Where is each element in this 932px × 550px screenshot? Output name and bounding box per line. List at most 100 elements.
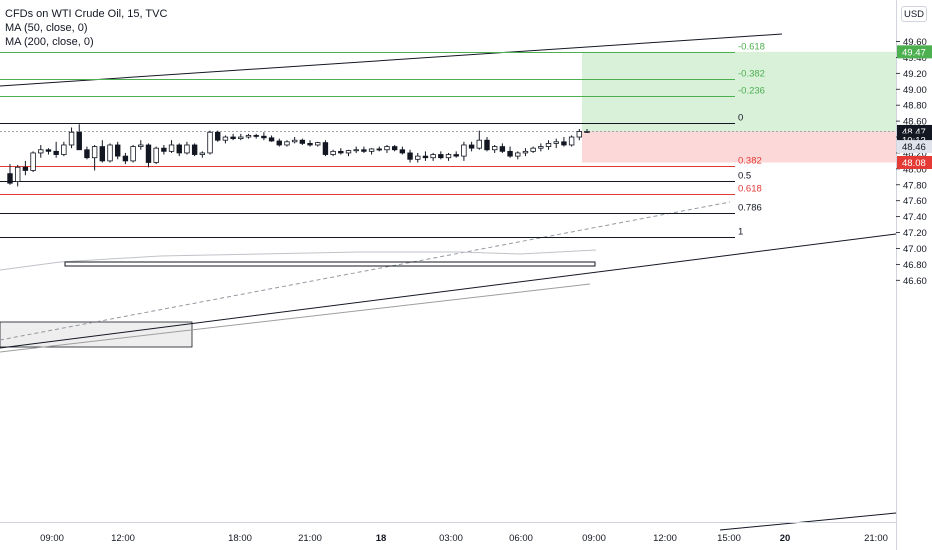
candle-body-45 (353, 149, 359, 152)
candle-body-30 (238, 136, 244, 140)
candle-49 (384, 144, 390, 153)
price-tick-7: 48.20 (903, 148, 927, 159)
price-tick-15: 46.60 (903, 276, 927, 287)
candle-body-43 (338, 150, 344, 154)
candle-27 (215, 130, 221, 142)
candle-body-34 (268, 137, 275, 142)
candle-13 (107, 143, 113, 163)
price-tick-14: 46.80 (903, 260, 927, 271)
price-tick-5: 48.60 (903, 117, 927, 128)
candle-body-0 (7, 173, 13, 184)
legend-ma200[interactable]: MA (200, close, 0) (5, 36, 94, 48)
candle-body-24 (191, 144, 198, 155)
candle-body-23 (184, 144, 190, 154)
candle-body-67 (522, 150, 529, 154)
candle-body-29 (230, 136, 236, 140)
price-tag-bg-4 (897, 155, 932, 169)
candle-75 (584, 129, 590, 134)
candle-body-27 (215, 131, 221, 141)
candle-body-6 (53, 150, 59, 155)
price-tick-10: 47.60 (903, 196, 927, 207)
candle-1 (14, 164, 21, 187)
price-tag-4: 48.08 (897, 155, 932, 169)
candle-body-75 (584, 131, 590, 133)
time-tick-3: 21:00 (298, 533, 322, 544)
candle-body-63 (491, 146, 498, 151)
candle-body-22 (176, 144, 182, 154)
time-axis[interactable]: 09:00 12:00 18:00 21:00 18 03:00 06:00 09:00 12:… (0, 522, 896, 545)
candle-30 (238, 133, 244, 141)
candle-57 (445, 152, 452, 161)
candle-body-60 (468, 144, 475, 149)
fib-label-7: 0.786 (738, 203, 762, 214)
candle-body-53 (415, 155, 421, 160)
candle-74 (576, 129, 583, 141)
candle-body-69 (538, 146, 544, 149)
candle-body-5 (45, 149, 52, 152)
price-tag-label-4: 48.08 (902, 158, 926, 169)
candle-body-62 (484, 139, 490, 151)
candle-body-4 (38, 149, 44, 154)
candle-62 (484, 137, 490, 152)
candle-body-15 (122, 155, 129, 162)
candle-59 (461, 141, 467, 161)
price-tick-11: 47.40 (903, 212, 927, 223)
candle-body-39 (307, 142, 313, 146)
price-tag-label-0: 49.47 (902, 47, 926, 58)
candle-11 (91, 144, 98, 171)
legend-ma50[interactable]: MA (50, close, 0) (5, 22, 88, 34)
time-tick-8: 12:00 (653, 533, 677, 544)
candle-body-61 (476, 139, 482, 149)
candle-body-1 (14, 166, 21, 182)
fib-label-3: 0 (738, 113, 743, 124)
currency-button[interactable]: USD (901, 6, 927, 22)
fib-label-8: 1 (738, 227, 743, 238)
candle-body-17 (138, 144, 144, 147)
candle-24 (191, 143, 198, 157)
fib-label-0: -0.618 (738, 42, 765, 53)
legend-title[interactable]: CFDs on WTI Crude Oil, 15, TVC (5, 8, 168, 20)
candle-40 (315, 141, 321, 147)
candle-body-7 (61, 144, 67, 155)
price-tick-4: 48.80 (903, 101, 927, 112)
time-tick-10: 20 (780, 533, 791, 544)
support-trendline (0, 233, 897, 349)
candle-body-48 (376, 148, 382, 151)
price-axis[interactable]: 49.6049.4049.2049.0048.8048.6048.4048.20… (896, 0, 927, 550)
candle-44 (345, 149, 352, 157)
time-tick-9: 15:00 (717, 533, 741, 544)
price-tag-label-3: 48.46 (902, 142, 926, 153)
upper-trendline (0, 33, 783, 87)
time-tick-0: 09:00 (40, 533, 64, 544)
candle-56 (438, 151, 444, 160)
time-tick-2: 18:00 (228, 533, 252, 544)
candle-19 (153, 146, 159, 165)
candle-body-31 (245, 135, 252, 138)
fib-label-1: -0.382 (738, 69, 765, 80)
candle-10 (84, 146, 90, 160)
candle-20 (161, 144, 167, 155)
candle-70 (545, 140, 552, 150)
candle-42 (330, 149, 336, 157)
candle-34 (268, 135, 275, 142)
ma200-line (0, 283, 591, 353)
candle-54 (422, 151, 429, 161)
candle-31 (245, 133, 252, 139)
candle-38 (299, 138, 306, 145)
candle-7 (61, 141, 67, 157)
fib-levels[interactable]: -0.618 -0.382 -0.236 0 0.382 0.5 0.618 0.786 1 (0, 42, 765, 238)
candle-body-58 (453, 154, 459, 157)
profit-zone (582, 51, 896, 132)
candle-body-59 (461, 144, 467, 157)
price-tick-2: 49.20 (903, 69, 927, 80)
candle-body-3 (30, 152, 36, 171)
candle-52 (407, 149, 413, 163)
candle-body-26 (207, 131, 213, 154)
time-tick-1: 12:00 (111, 533, 135, 544)
candle-68 (530, 146, 536, 153)
trend-drawings[interactable] (0, 33, 897, 531)
candle-body-55 (430, 154, 436, 159)
candle-body-16 (130, 146, 136, 162)
